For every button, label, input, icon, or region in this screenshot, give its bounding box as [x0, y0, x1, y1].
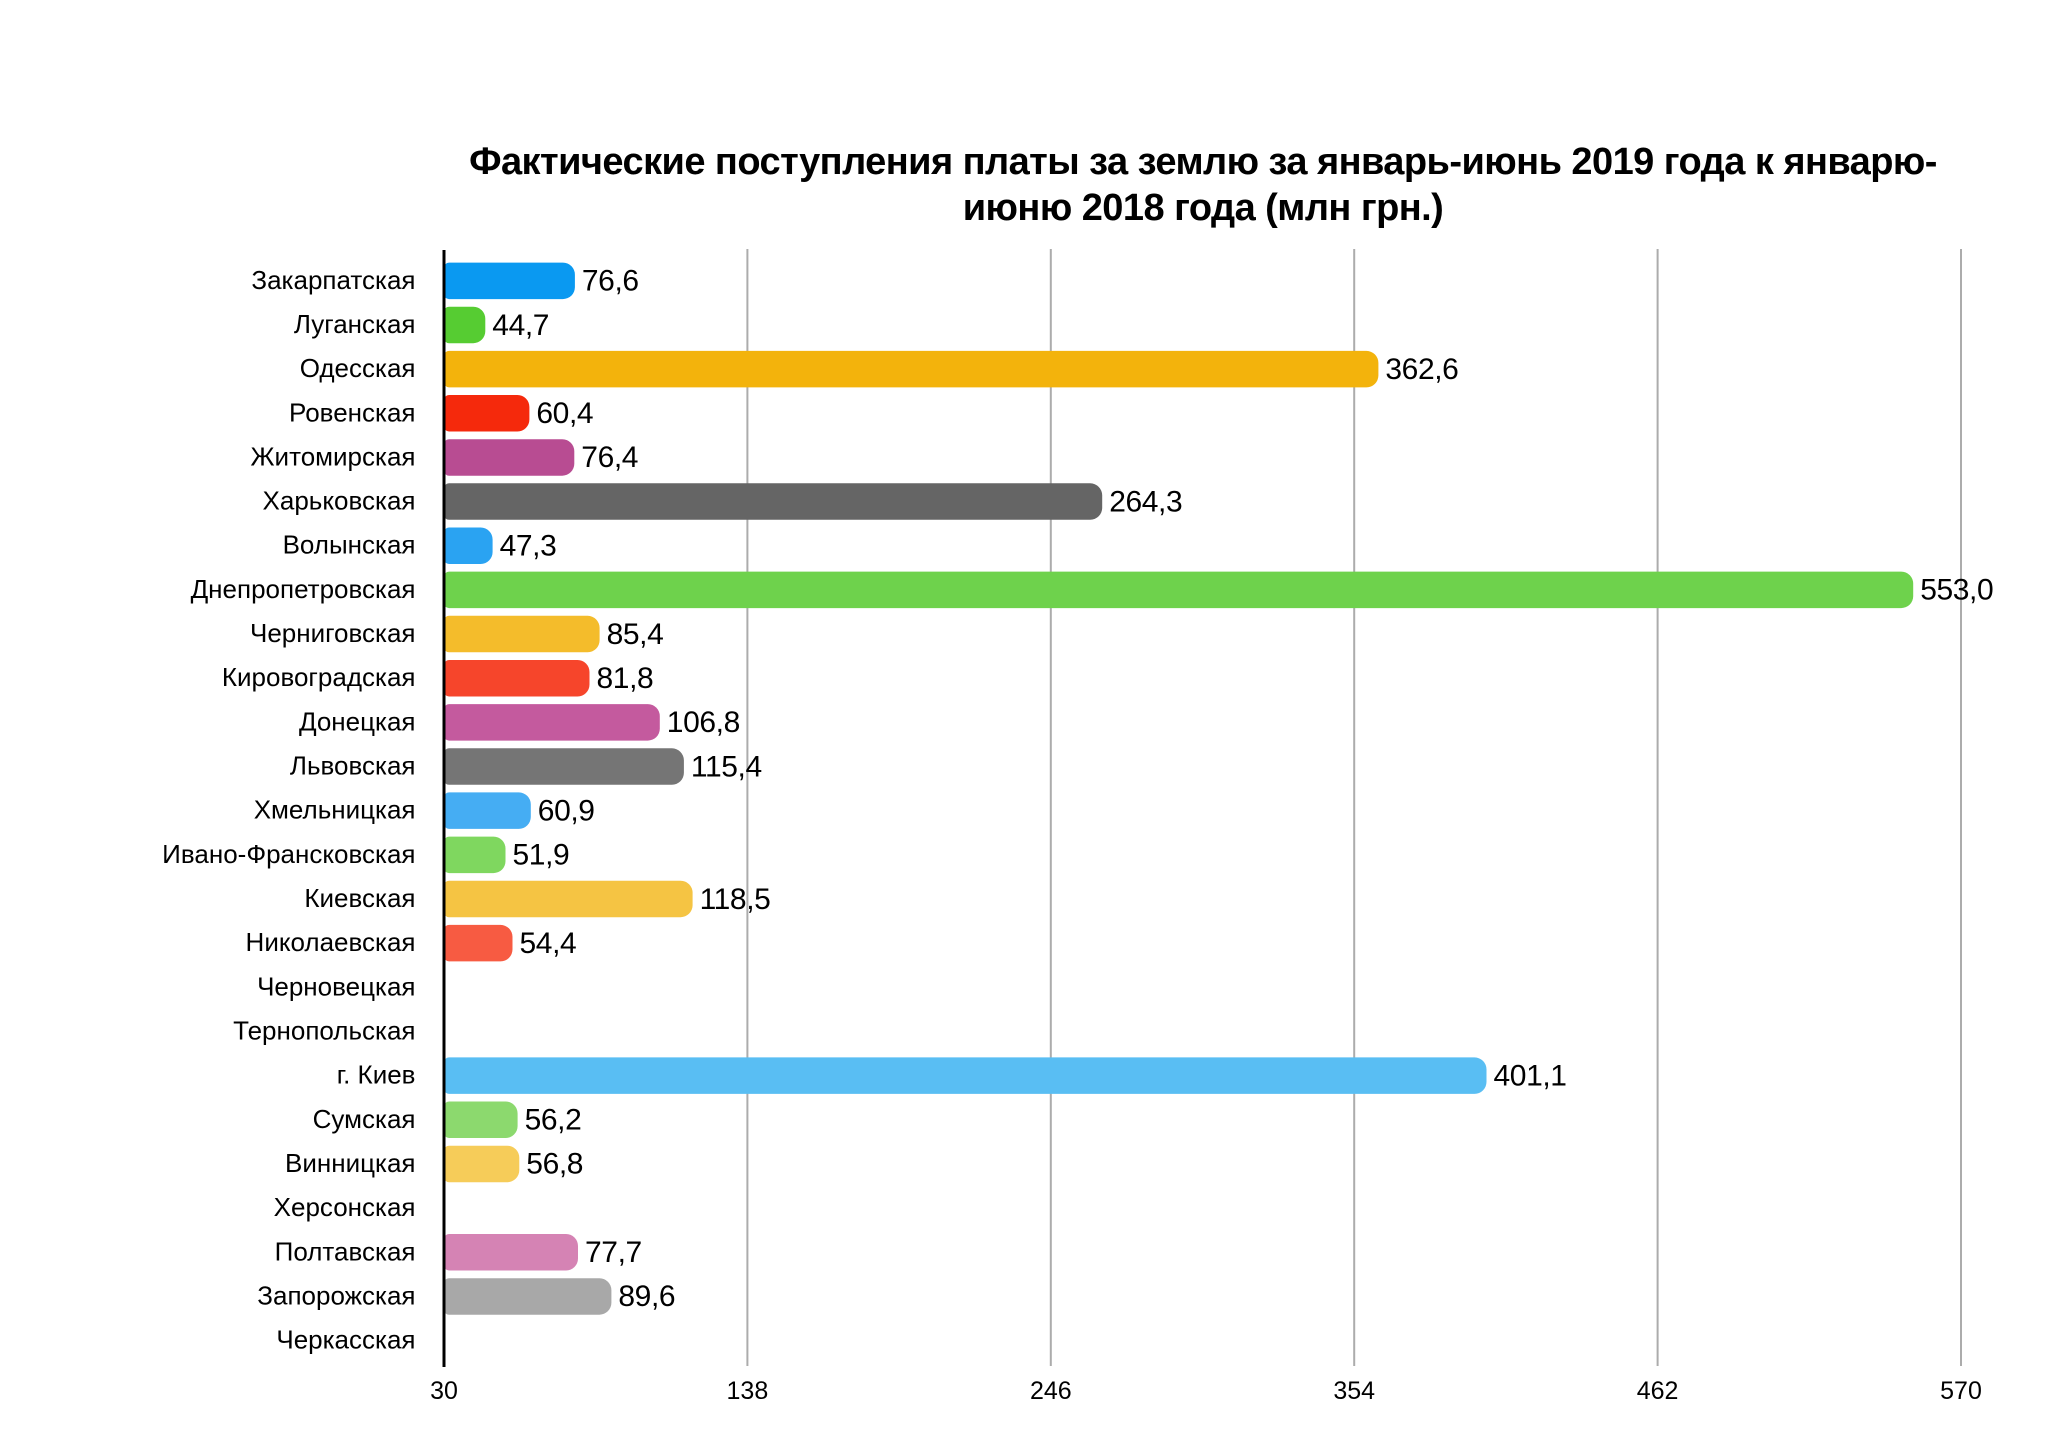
- svg-text:60,4: 60,4: [536, 397, 593, 430]
- svg-text:85,4: 85,4: [607, 618, 664, 651]
- svg-text:Черниговская: Черниговская: [250, 618, 416, 648]
- svg-text:246: 246: [1030, 1377, 1072, 1405]
- svg-text:Волынская: Волынская: [283, 530, 416, 560]
- svg-text:89,6: 89,6: [618, 1280, 675, 1313]
- svg-text:Харьковская: Харьковская: [263, 486, 416, 516]
- svg-text:401,1: 401,1: [1494, 1059, 1567, 1092]
- svg-text:Луганская: Луганская: [294, 309, 416, 339]
- svg-text:Киевская: Киевская: [304, 883, 415, 913]
- svg-text:106,8: 106,8: [667, 706, 740, 739]
- svg-text:51,9: 51,9: [513, 839, 570, 872]
- svg-text:Одесская: Одесская: [300, 353, 416, 383]
- svg-text:Львовская: Львовская: [290, 751, 416, 781]
- svg-text:Винницкая: Винницкая: [285, 1148, 415, 1178]
- svg-text:Житомирская: Житомирская: [251, 441, 416, 471]
- svg-text:Кировоградская: Кировоградская: [222, 662, 416, 692]
- svg-text:118,5: 118,5: [700, 883, 771, 916]
- svg-text:Днепропетровская: Днепропетровская: [191, 574, 416, 604]
- svg-text:Сумская: Сумская: [313, 1104, 416, 1134]
- svg-text:Ровенская: Ровенская: [289, 397, 415, 427]
- svg-text:60,9: 60,9: [538, 795, 595, 828]
- svg-text:Донецкая: Донецкая: [299, 706, 416, 736]
- svg-text:Херсонская: Херсонская: [274, 1192, 416, 1222]
- svg-text:44,7: 44,7: [492, 309, 549, 342]
- svg-text:354: 354: [1333, 1377, 1375, 1405]
- svg-text:Черкасская: Черкасская: [276, 1325, 415, 1355]
- svg-text:Тернопольская: Тернопольская: [233, 1016, 415, 1046]
- svg-text:77,7: 77,7: [585, 1236, 642, 1269]
- svg-text:115,4: 115,4: [691, 750, 762, 783]
- svg-text:54,4: 54,4: [520, 927, 577, 960]
- svg-text:362,6: 362,6: [1385, 353, 1458, 386]
- svg-text:56,2: 56,2: [525, 1104, 582, 1137]
- svg-text:Николаевская: Николаевская: [246, 927, 416, 957]
- svg-text:138: 138: [727, 1377, 769, 1405]
- svg-text:76,6: 76,6: [582, 265, 639, 298]
- svg-text:Фактические поступления платы: Фактические поступления платы за землю з…: [469, 141, 1937, 183]
- svg-text:570: 570: [1940, 1377, 1982, 1405]
- svg-text:81,8: 81,8: [597, 662, 654, 695]
- svg-text:553,0: 553,0: [1920, 574, 1993, 607]
- svg-text:Хмельницкая: Хмельницкая: [254, 795, 416, 825]
- svg-text:30: 30: [430, 1377, 458, 1405]
- svg-text:г. Киев: г. Киев: [337, 1060, 416, 1090]
- svg-text:76,4: 76,4: [581, 441, 638, 474]
- svg-text:Запорожская: Запорожская: [257, 1280, 415, 1310]
- svg-text:56,8: 56,8: [526, 1148, 583, 1181]
- svg-text:264,3: 264,3: [1109, 485, 1182, 518]
- svg-text:Полтавская: Полтавская: [275, 1236, 416, 1266]
- svg-text:462: 462: [1637, 1377, 1679, 1405]
- svg-text:Ивано-Франсковская: Ивано-Франсковская: [162, 839, 415, 869]
- svg-text:47,3: 47,3: [500, 530, 557, 563]
- svg-text:Закарпатская: Закарпатская: [251, 265, 415, 295]
- svg-text:июню 2018 года (млн грн.): июню 2018 года (млн грн.): [963, 187, 1444, 229]
- svg-text:Черновецкая: Черновецкая: [257, 971, 415, 1001]
